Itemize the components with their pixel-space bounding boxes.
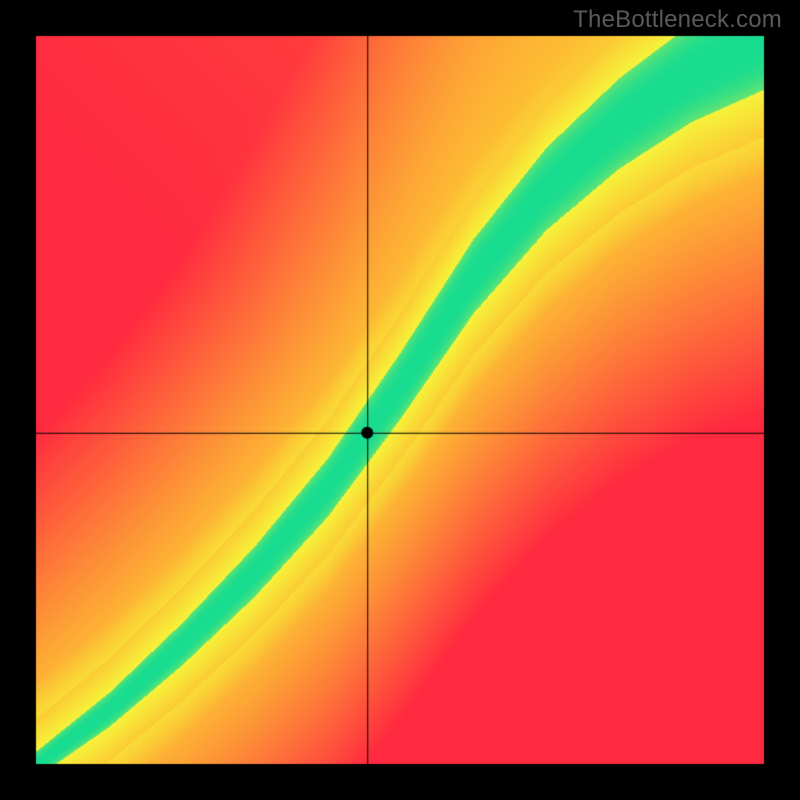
- bottleneck-heatmap-canvas: [0, 0, 800, 800]
- bottleneck-heatmap-container: TheBottleneck.com: [0, 0, 800, 800]
- watermark-text: TheBottleneck.com: [573, 6, 782, 34]
